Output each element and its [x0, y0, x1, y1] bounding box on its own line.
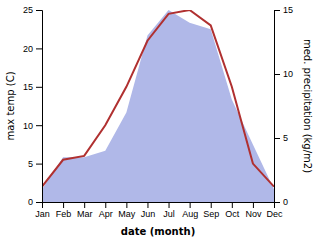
tick: 10	[23, 121, 42, 131]
tick-label: 0	[283, 197, 288, 207]
tick: Aug	[182, 202, 198, 219]
tick-label: 10	[283, 69, 293, 79]
y-axis-title: max temp (C)	[5, 71, 16, 140]
tick: Oct	[225, 202, 240, 219]
tick-mark	[36, 202, 42, 203]
tick-label: Apr	[99, 209, 113, 219]
tick-mark	[274, 138, 280, 139]
tick: 25	[23, 5, 42, 15]
tick-label: 5	[283, 133, 288, 143]
axis-line	[36, 11, 43, 203]
tick-mark	[274, 202, 280, 203]
tick-mark	[63, 202, 64, 208]
line	[42, 10, 274, 187]
tick: 15	[274, 5, 293, 15]
tick-mark	[211, 202, 212, 208]
tick-mark	[36, 87, 42, 88]
tick-label: May	[118, 209, 136, 219]
tick: 5	[274, 133, 288, 143]
axis-line	[43, 203, 275, 209]
y2-axis-title: med. precipitation (kg/m2)	[302, 39, 313, 173]
tick-label: Aug	[182, 209, 198, 219]
plot-area: JanFebMarAprMayJunJulAugSepOctNovDec0510…	[5, 5, 313, 237]
area	[42, 10, 274, 202]
tick-mark	[232, 202, 233, 208]
marks	[42, 10, 274, 202]
y2-axis: 0 5 10 15	[274, 5, 293, 207]
tick-mark	[274, 10, 280, 11]
tick-label: Jun	[141, 209, 156, 219]
tick-label: Jul	[163, 209, 175, 219]
tick-mark	[36, 164, 42, 165]
tick-label: 25	[23, 5, 33, 15]
tick-label: Mar	[77, 209, 93, 219]
tick: Feb	[56, 202, 72, 219]
tick: Jan	[35, 202, 50, 219]
tick-label: 20	[23, 44, 33, 54]
axis-line	[275, 11, 281, 203]
tick-label: Feb	[56, 209, 72, 219]
tick: Sep	[203, 202, 219, 219]
tick-label: Oct	[225, 209, 240, 219]
tick-label: Jan	[35, 209, 50, 219]
tick: 15	[23, 82, 42, 92]
tick-mark	[169, 202, 170, 208]
tick: Dec	[266, 202, 283, 219]
tick-label: Sep	[203, 209, 219, 219]
tick-mark	[105, 202, 106, 208]
chart: JanFebMarAprMayJunJulAugSepOctNovDec0510…	[0, 0, 318, 242]
tick: Apr	[99, 202, 113, 219]
tick: 0	[274, 197, 288, 207]
tick: Mar	[77, 202, 93, 219]
tick-mark	[84, 202, 85, 208]
tick: Jun	[141, 202, 156, 219]
tick-label: Nov	[245, 209, 262, 219]
tick-mark	[190, 202, 191, 208]
tick: Jul	[163, 202, 175, 219]
tick-mark	[126, 202, 127, 208]
tick-mark	[36, 10, 42, 11]
tick: 20	[23, 44, 42, 54]
tick-label: 0	[28, 197, 33, 207]
tick: Nov	[245, 202, 262, 219]
tick-mark	[253, 202, 254, 208]
y-axis: 0 5 10 15 20 25	[23, 5, 43, 207]
tick: 5	[28, 159, 42, 169]
tick-mark	[36, 48, 42, 49]
tick-mark	[274, 74, 280, 75]
tick-label: 10	[23, 121, 33, 131]
tick-label: 15	[23, 82, 33, 92]
tick-label: 15	[283, 5, 293, 15]
tick-mark	[147, 202, 148, 208]
tick: 10	[274, 69, 293, 79]
tick-label: Dec	[266, 209, 283, 219]
tick-mark	[36, 125, 42, 126]
x-axis: Jan Feb Mar Apr May Jun Jul Aug Sep Oct Nov Dec	[35, 202, 283, 219]
tick-label: 5	[28, 159, 33, 169]
tick: May	[118, 202, 136, 219]
tick: 0	[28, 197, 42, 207]
x-axis-title: date (month)	[121, 226, 195, 237]
